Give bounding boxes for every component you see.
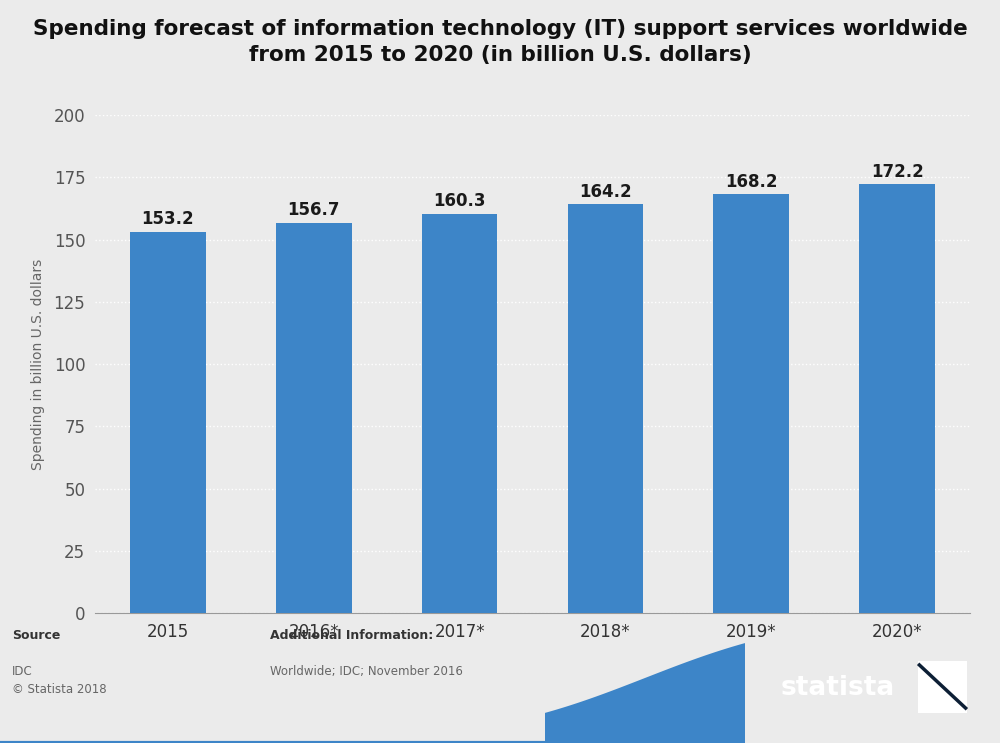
Text: 156.7: 156.7 xyxy=(288,201,340,219)
Text: Spending forecast of information technology (IT) support services worldwide
from: Spending forecast of information technol… xyxy=(33,19,967,65)
Text: 160.3: 160.3 xyxy=(433,192,486,210)
Text: Worldwide; IDC; November 2016: Worldwide; IDC; November 2016 xyxy=(270,665,463,678)
Text: 164.2: 164.2 xyxy=(579,183,632,201)
Text: IDC
© Statista 2018: IDC © Statista 2018 xyxy=(12,665,107,696)
Text: 172.2: 172.2 xyxy=(871,163,923,181)
Text: 153.2: 153.2 xyxy=(142,210,194,228)
Text: 168.2: 168.2 xyxy=(725,172,777,191)
Bar xyxy=(568,204,643,613)
Bar xyxy=(130,232,206,613)
Text: Additional Information:: Additional Information: xyxy=(270,629,433,641)
Bar xyxy=(276,223,352,613)
Y-axis label: Spending in billion U.S. dollars: Spending in billion U.S. dollars xyxy=(31,259,45,470)
Bar xyxy=(713,195,789,613)
Polygon shape xyxy=(545,613,745,743)
Bar xyxy=(422,214,497,613)
Text: statista: statista xyxy=(780,675,895,701)
Bar xyxy=(859,184,935,613)
Text: Source: Source xyxy=(12,629,60,641)
